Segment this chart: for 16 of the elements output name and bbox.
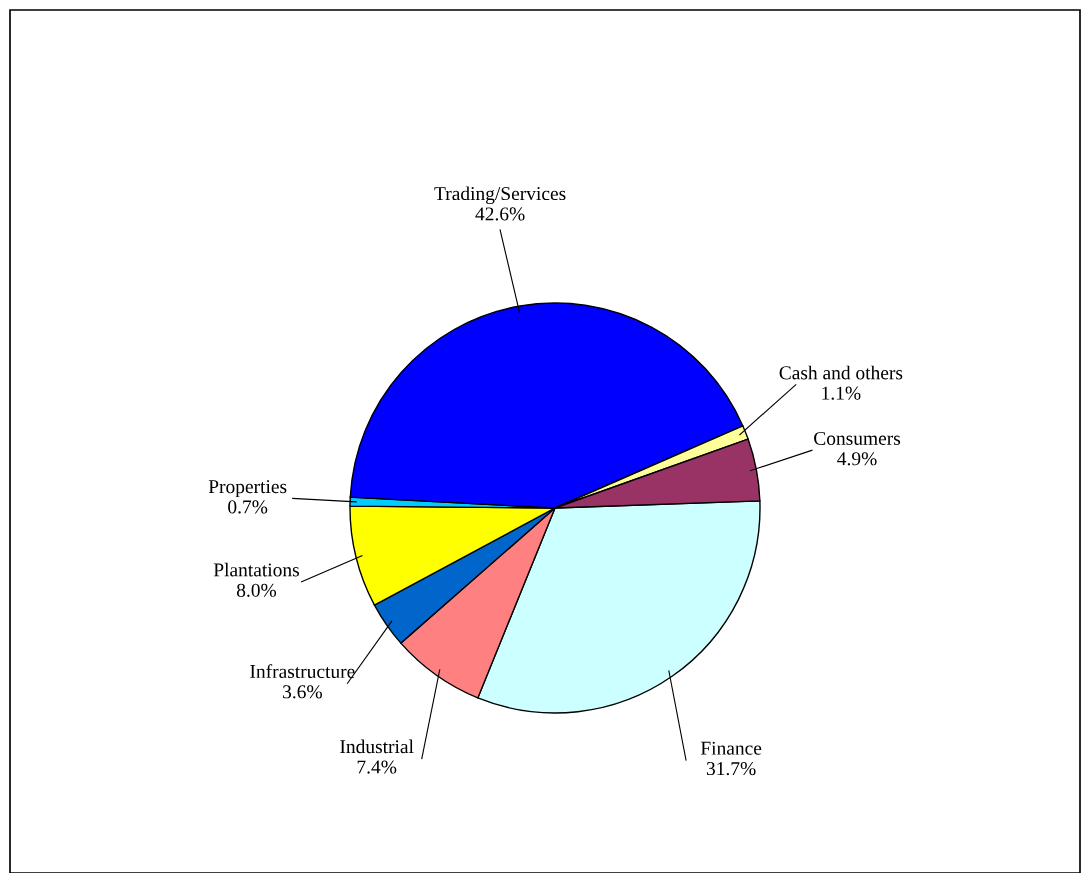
data-label: 3.6% bbox=[283, 685, 322, 699]
slice-label: Trading/Services bbox=[434, 186, 566, 205]
data-label: 1.1% bbox=[822, 386, 861, 400]
data-label: 7.4% bbox=[357, 760, 397, 774]
data-label: 0.7% bbox=[228, 500, 268, 514]
slice-label: Cash and others bbox=[779, 365, 903, 380]
slice-label: Industrial bbox=[340, 739, 414, 754]
data-label: 4.9% bbox=[837, 452, 877, 466]
data-label: 42.6% bbox=[475, 207, 525, 221]
slice-label: Consumers bbox=[814, 431, 901, 445]
data-label: 31.7% bbox=[706, 761, 756, 776]
slice-label: Infrastructure bbox=[250, 664, 355, 679]
slice-label: Properties bbox=[208, 480, 287, 498]
slice-label: Plantations bbox=[213, 562, 299, 577]
slice-label: Finance bbox=[700, 741, 762, 755]
data-label: 8.0% bbox=[236, 583, 277, 597]
